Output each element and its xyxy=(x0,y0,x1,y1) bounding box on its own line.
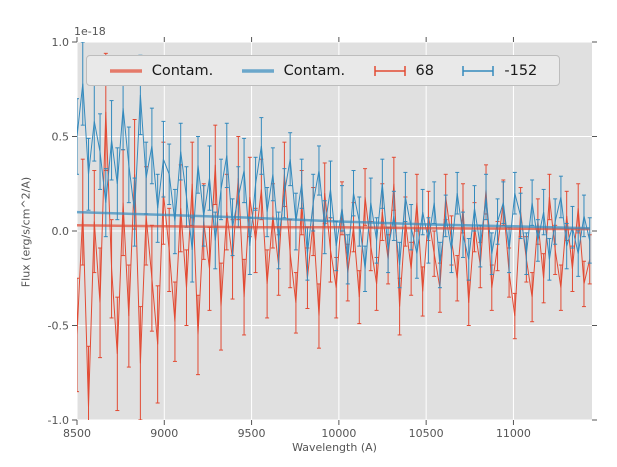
svg-text:10500: 10500 xyxy=(409,427,444,440)
legend-label-contam-blue: Contam. xyxy=(283,62,346,79)
svg-text:11000: 11000 xyxy=(496,427,531,440)
svg-text:0.5: 0.5 xyxy=(52,131,70,144)
legend-label-contam-red: Contam. xyxy=(151,62,214,79)
red-errorbar-swatch-icon xyxy=(373,65,406,76)
y-axis-label: Flux (erg/s/cm^2/A) xyxy=(19,176,33,288)
svg-text:-0.5: -0.5 xyxy=(48,320,69,333)
blue-errorbar-swatch-icon xyxy=(462,65,495,76)
svg-text:1.0: 1.0 xyxy=(52,36,70,49)
svg-text:10000: 10000 xyxy=(321,427,356,440)
legend-item-minus152: -152 xyxy=(461,63,537,79)
legend-item-68: 68 xyxy=(373,63,434,79)
blue-line-swatch-icon xyxy=(241,68,274,73)
y-axis-offset-label: 1e-18 xyxy=(74,25,106,38)
svg-text:0.0: 0.0 xyxy=(52,225,70,238)
x-axis-label: Wavelength (A) xyxy=(292,441,377,454)
svg-text:8500: 8500 xyxy=(63,427,91,440)
svg-text:9000: 9000 xyxy=(150,427,178,440)
legend-label-minus152: -152 xyxy=(504,62,538,79)
svg-text:9500: 9500 xyxy=(238,427,266,440)
legend-item-contam-blue: Contam. xyxy=(241,62,346,79)
red-line-swatch-icon xyxy=(109,68,142,73)
svg-text:-1.0: -1.0 xyxy=(48,414,69,427)
legend-label-68: 68 xyxy=(415,62,434,79)
legend: Contam. Contam. 68 -152 xyxy=(86,55,560,86)
legend-item-contam-red: Contam. xyxy=(109,62,214,79)
